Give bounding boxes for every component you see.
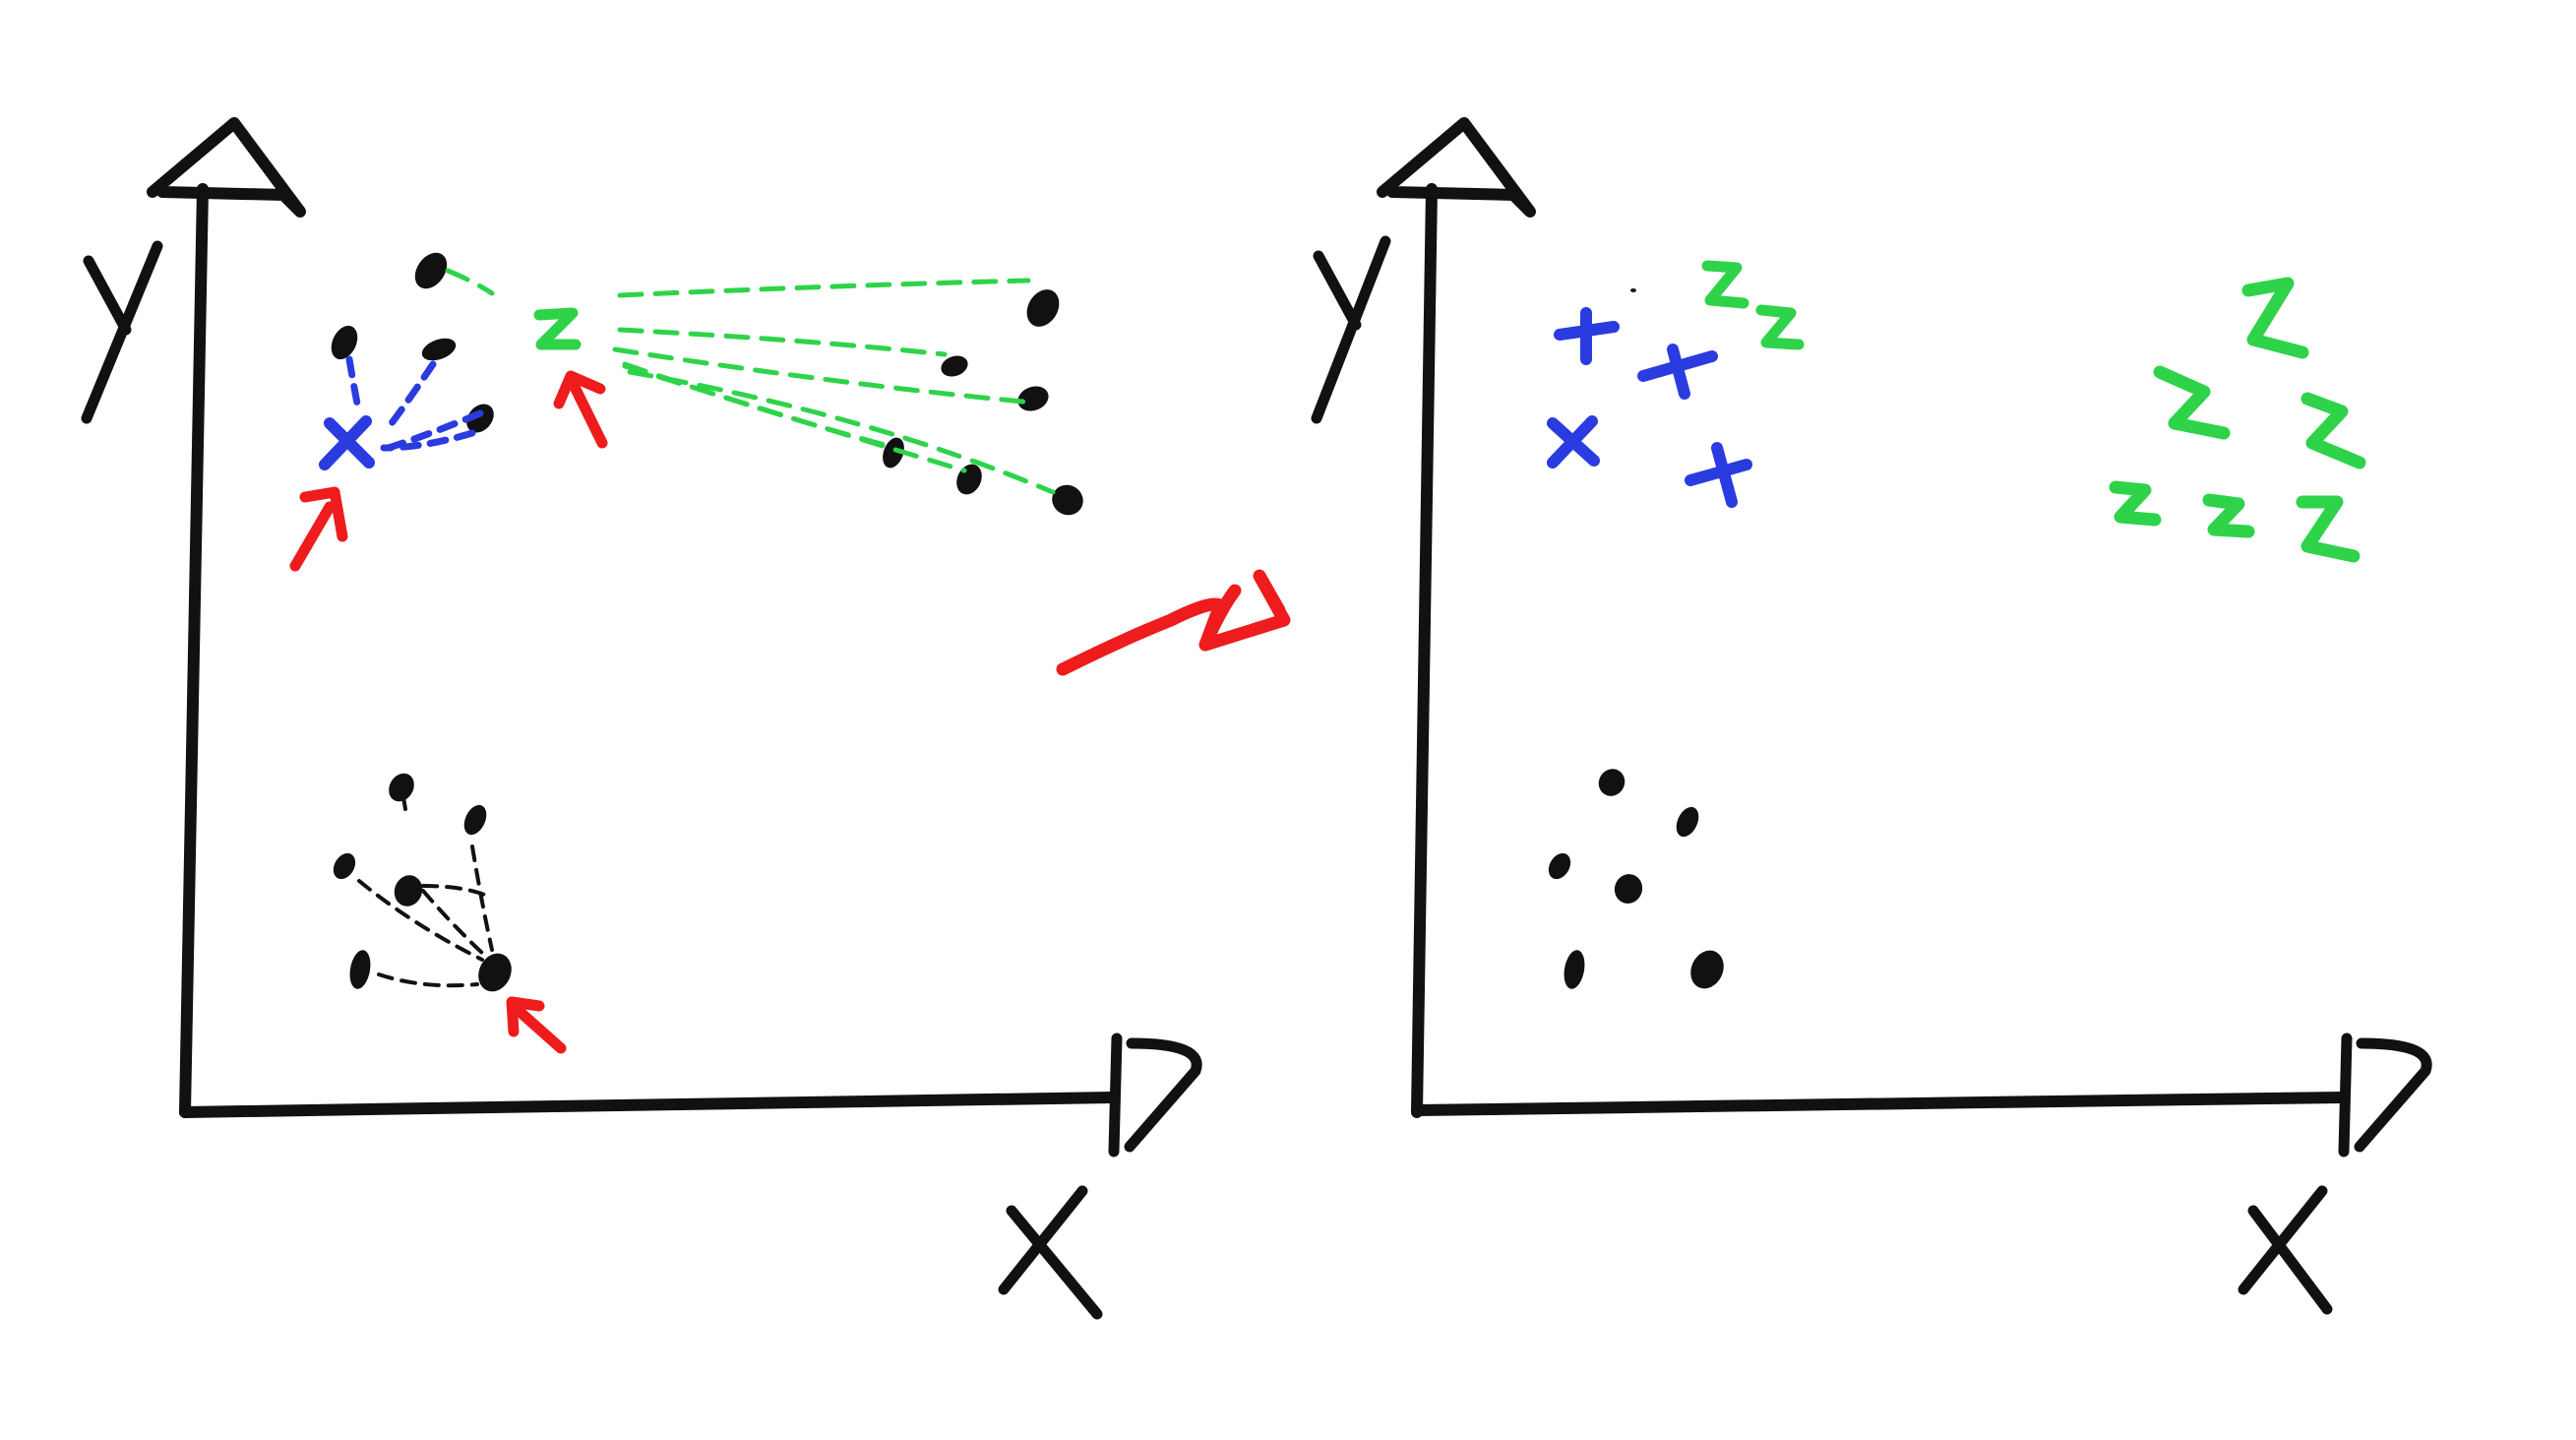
transition-arrow bbox=[1056, 569, 1291, 676]
left-black-points-top bbox=[331, 252, 1083, 516]
right-y-arrowhead bbox=[1377, 117, 1536, 218]
left-x-label bbox=[998, 1185, 1103, 1320]
right-x-label bbox=[2238, 1185, 2333, 1315]
left-panel: Y X bbox=[81, 117, 1202, 1320]
right-x-arrowhead bbox=[2338, 1033, 2432, 1158]
right-black-cluster bbox=[1548, 769, 1724, 989]
right-blue-cluster bbox=[1547, 307, 1752, 508]
right-x-axis bbox=[1411, 1092, 2348, 1116]
right-black-speck bbox=[1630, 288, 1636, 292]
right-x-label-text: X bbox=[0, 0, 1, 1]
left-y-label bbox=[81, 240, 163, 424]
left-black-points-bottom bbox=[333, 773, 512, 992]
left-red-arrows bbox=[289, 370, 608, 1054]
left-blue-dashes bbox=[345, 355, 484, 452]
left-black-dashes bbox=[357, 795, 494, 988]
left-y-axis bbox=[179, 183, 209, 1118]
left-y-arrowhead bbox=[147, 117, 306, 218]
right-panel: Y X bbox=[0, 0, 2432, 1315]
right-green-z-small bbox=[1701, 260, 1805, 350]
left-x-axis bbox=[179, 1092, 1118, 1118]
right-green-cluster bbox=[2109, 277, 2366, 563]
left-green-centroid bbox=[533, 307, 582, 350]
right-y-label bbox=[1311, 235, 1391, 424]
right-y-axis bbox=[1411, 183, 1438, 1118]
left-blue-centroid bbox=[319, 415, 375, 470]
left-x-arrowhead bbox=[1108, 1033, 1202, 1158]
left-green-dashes bbox=[445, 268, 1056, 495]
